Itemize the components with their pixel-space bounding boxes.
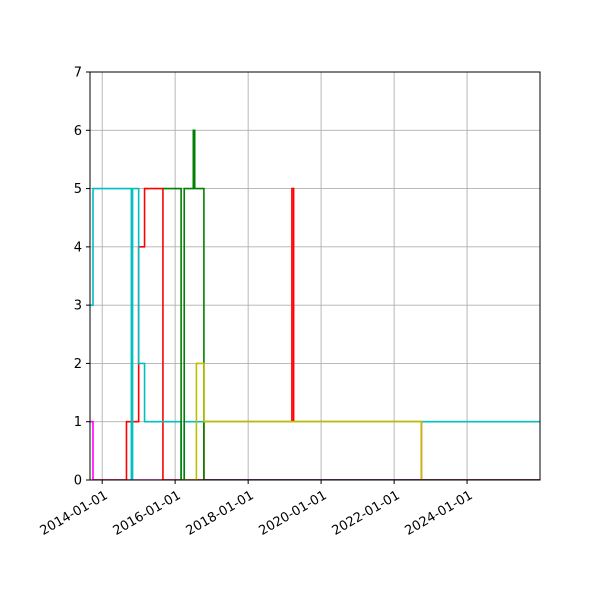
x-axis: 2014-01-01 2016-01-01 2018-01-01 2020-01-01… [38,480,476,539]
x-tick-label: 2016-01-01 [111,488,184,539]
series-line-2 [90,187,540,480]
y-tick-label: 0 [74,474,82,489]
y-tick-label: 6 [74,124,82,139]
y-tick-label: 4 [74,240,82,255]
y-tick-label: 1 [74,415,82,430]
y-tick-label: 3 [74,299,82,314]
y-axis: 0 1 2 3 4 5 6 7 [74,66,90,489]
y-tick-label: 5 [74,182,82,197]
series-line-3 [162,129,540,480]
x-tick-label: 2020-01-01 [257,488,330,539]
series-line-0 [90,420,540,480]
grid [90,71,540,481]
series-line-4 [181,362,540,480]
y-tick-label: 7 [74,66,82,81]
x-tick-label: 2014-01-01 [38,488,111,539]
series-line-1 [93,187,540,480]
plot-frame [89,71,541,481]
x-tick-label: 2018-01-01 [184,488,257,539]
series-group [90,129,540,480]
x-tick-label: 2022-01-01 [330,488,403,539]
x-tick-label: 2024-01-01 [403,488,476,539]
y-tick-label: 2 [74,357,82,372]
